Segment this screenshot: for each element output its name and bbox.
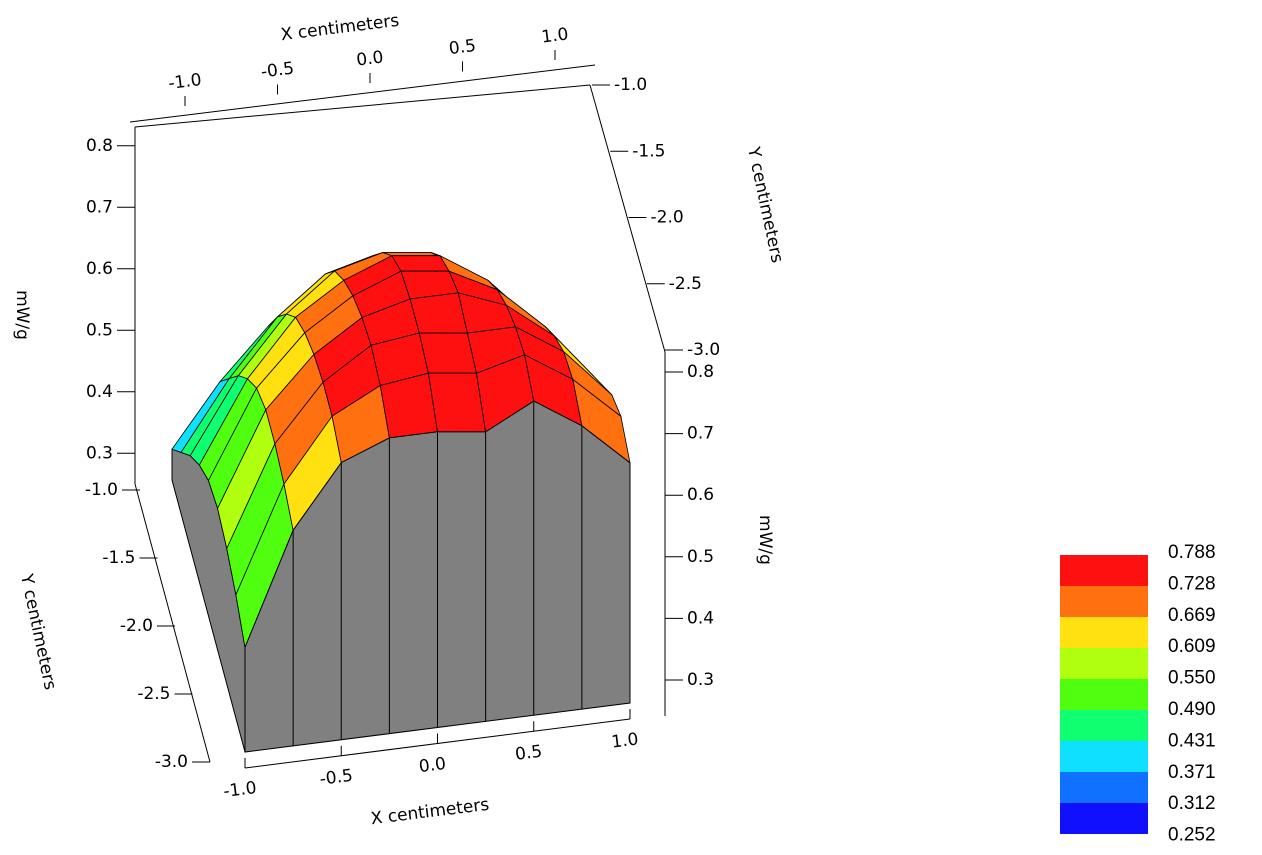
legend-swatch xyxy=(1060,586,1148,617)
z-tick-label: 0.3 xyxy=(86,443,113,463)
z-tick-label: 0.4 xyxy=(86,382,113,402)
y-axis-title-right: Y centimeters xyxy=(743,144,787,264)
surface-cell xyxy=(409,292,468,334)
z-tick-label-right: 0.8 xyxy=(687,362,714,382)
x-tick-label: 1.0 xyxy=(610,729,639,752)
z-tick-label: 0.7 xyxy=(86,197,113,217)
z-axis-title-right: mW/g xyxy=(755,515,775,565)
x-tick-label: 0.5 xyxy=(514,742,543,765)
x-tick-label-top: -0.5 xyxy=(260,59,295,83)
legend-swatch xyxy=(1060,772,1148,803)
legend-swatch xyxy=(1060,648,1148,679)
x-tick-label: -1.0 xyxy=(222,778,257,802)
legend-swatch xyxy=(1060,710,1148,741)
right-top-edge xyxy=(589,84,666,353)
surface-cell xyxy=(391,255,450,272)
legend-swatch xyxy=(1060,679,1148,710)
z-tick-label-right: 0.4 xyxy=(687,608,714,628)
y-tick-label-right: -2.0 xyxy=(651,208,684,228)
legend-label: 0.788 xyxy=(1168,542,1216,563)
back-top-edge xyxy=(134,84,591,128)
z-tick-label-right: 0.5 xyxy=(687,547,714,567)
y-tick-label-right: -1.5 xyxy=(632,141,665,161)
frame xyxy=(134,84,666,763)
legend-label: 0.252 xyxy=(1168,825,1216,846)
legend-label: 0.490 xyxy=(1168,699,1216,720)
legend-swatch xyxy=(1060,555,1148,586)
y-tick-label: -1.5 xyxy=(102,548,135,568)
z-tick-label: 0.6 xyxy=(86,259,113,279)
z-axis-title-left: mW/g xyxy=(12,290,32,340)
y-tick-label-right: -1.0 xyxy=(614,75,647,95)
z-tick-label: 0.8 xyxy=(86,136,113,156)
x-tick-label-top: 0.5 xyxy=(448,36,477,59)
legend-swatch xyxy=(1060,741,1148,772)
y-axis-title-left: Y centimeters xyxy=(16,571,60,691)
legend-label: 0.609 xyxy=(1168,636,1216,657)
z-tick-label: 0.5 xyxy=(86,320,113,340)
z-tick-label-right: 0.6 xyxy=(687,485,714,505)
y-tick-label-right: -2.5 xyxy=(669,274,702,294)
legend-label: 0.431 xyxy=(1168,730,1216,751)
y-tick-label-right: -3.0 xyxy=(687,340,720,360)
x-tick-label: 0.0 xyxy=(418,754,447,777)
x-tick-label-top: -1.0 xyxy=(167,70,202,94)
z-tick-label-right: 0.7 xyxy=(687,424,714,444)
legend-swatch xyxy=(1060,617,1148,648)
y-tick-label: -3.0 xyxy=(155,752,188,772)
x-tick-label: -0.5 xyxy=(319,766,354,790)
surface-cell xyxy=(418,332,478,374)
left-floor-edge xyxy=(134,483,211,763)
surface-cell xyxy=(379,372,438,439)
surface-cell xyxy=(427,372,487,433)
x-axis-bottom xyxy=(244,718,631,769)
legend-swatch xyxy=(1060,803,1148,834)
legend-label: 0.669 xyxy=(1168,605,1216,626)
x-axis-title-top: X centimeters xyxy=(280,11,401,45)
y-tick-label: -1.0 xyxy=(85,480,118,500)
x-axis-title-bottom: X centimeters xyxy=(370,795,491,829)
y-tick-label: -2.5 xyxy=(137,684,170,704)
legend-label: 0.550 xyxy=(1168,668,1216,689)
legend-label: 0.312 xyxy=(1168,793,1216,814)
legend-label: 0.371 xyxy=(1168,762,1216,783)
x-tick-label-top: 0.0 xyxy=(355,47,384,70)
x-tick-label-top: 1.0 xyxy=(540,24,569,47)
z-tick-label-right: 0.3 xyxy=(687,670,714,690)
x-axis-top xyxy=(129,64,596,123)
y-tick-label: -2.0 xyxy=(120,616,153,636)
legend-label: 0.728 xyxy=(1168,573,1216,594)
